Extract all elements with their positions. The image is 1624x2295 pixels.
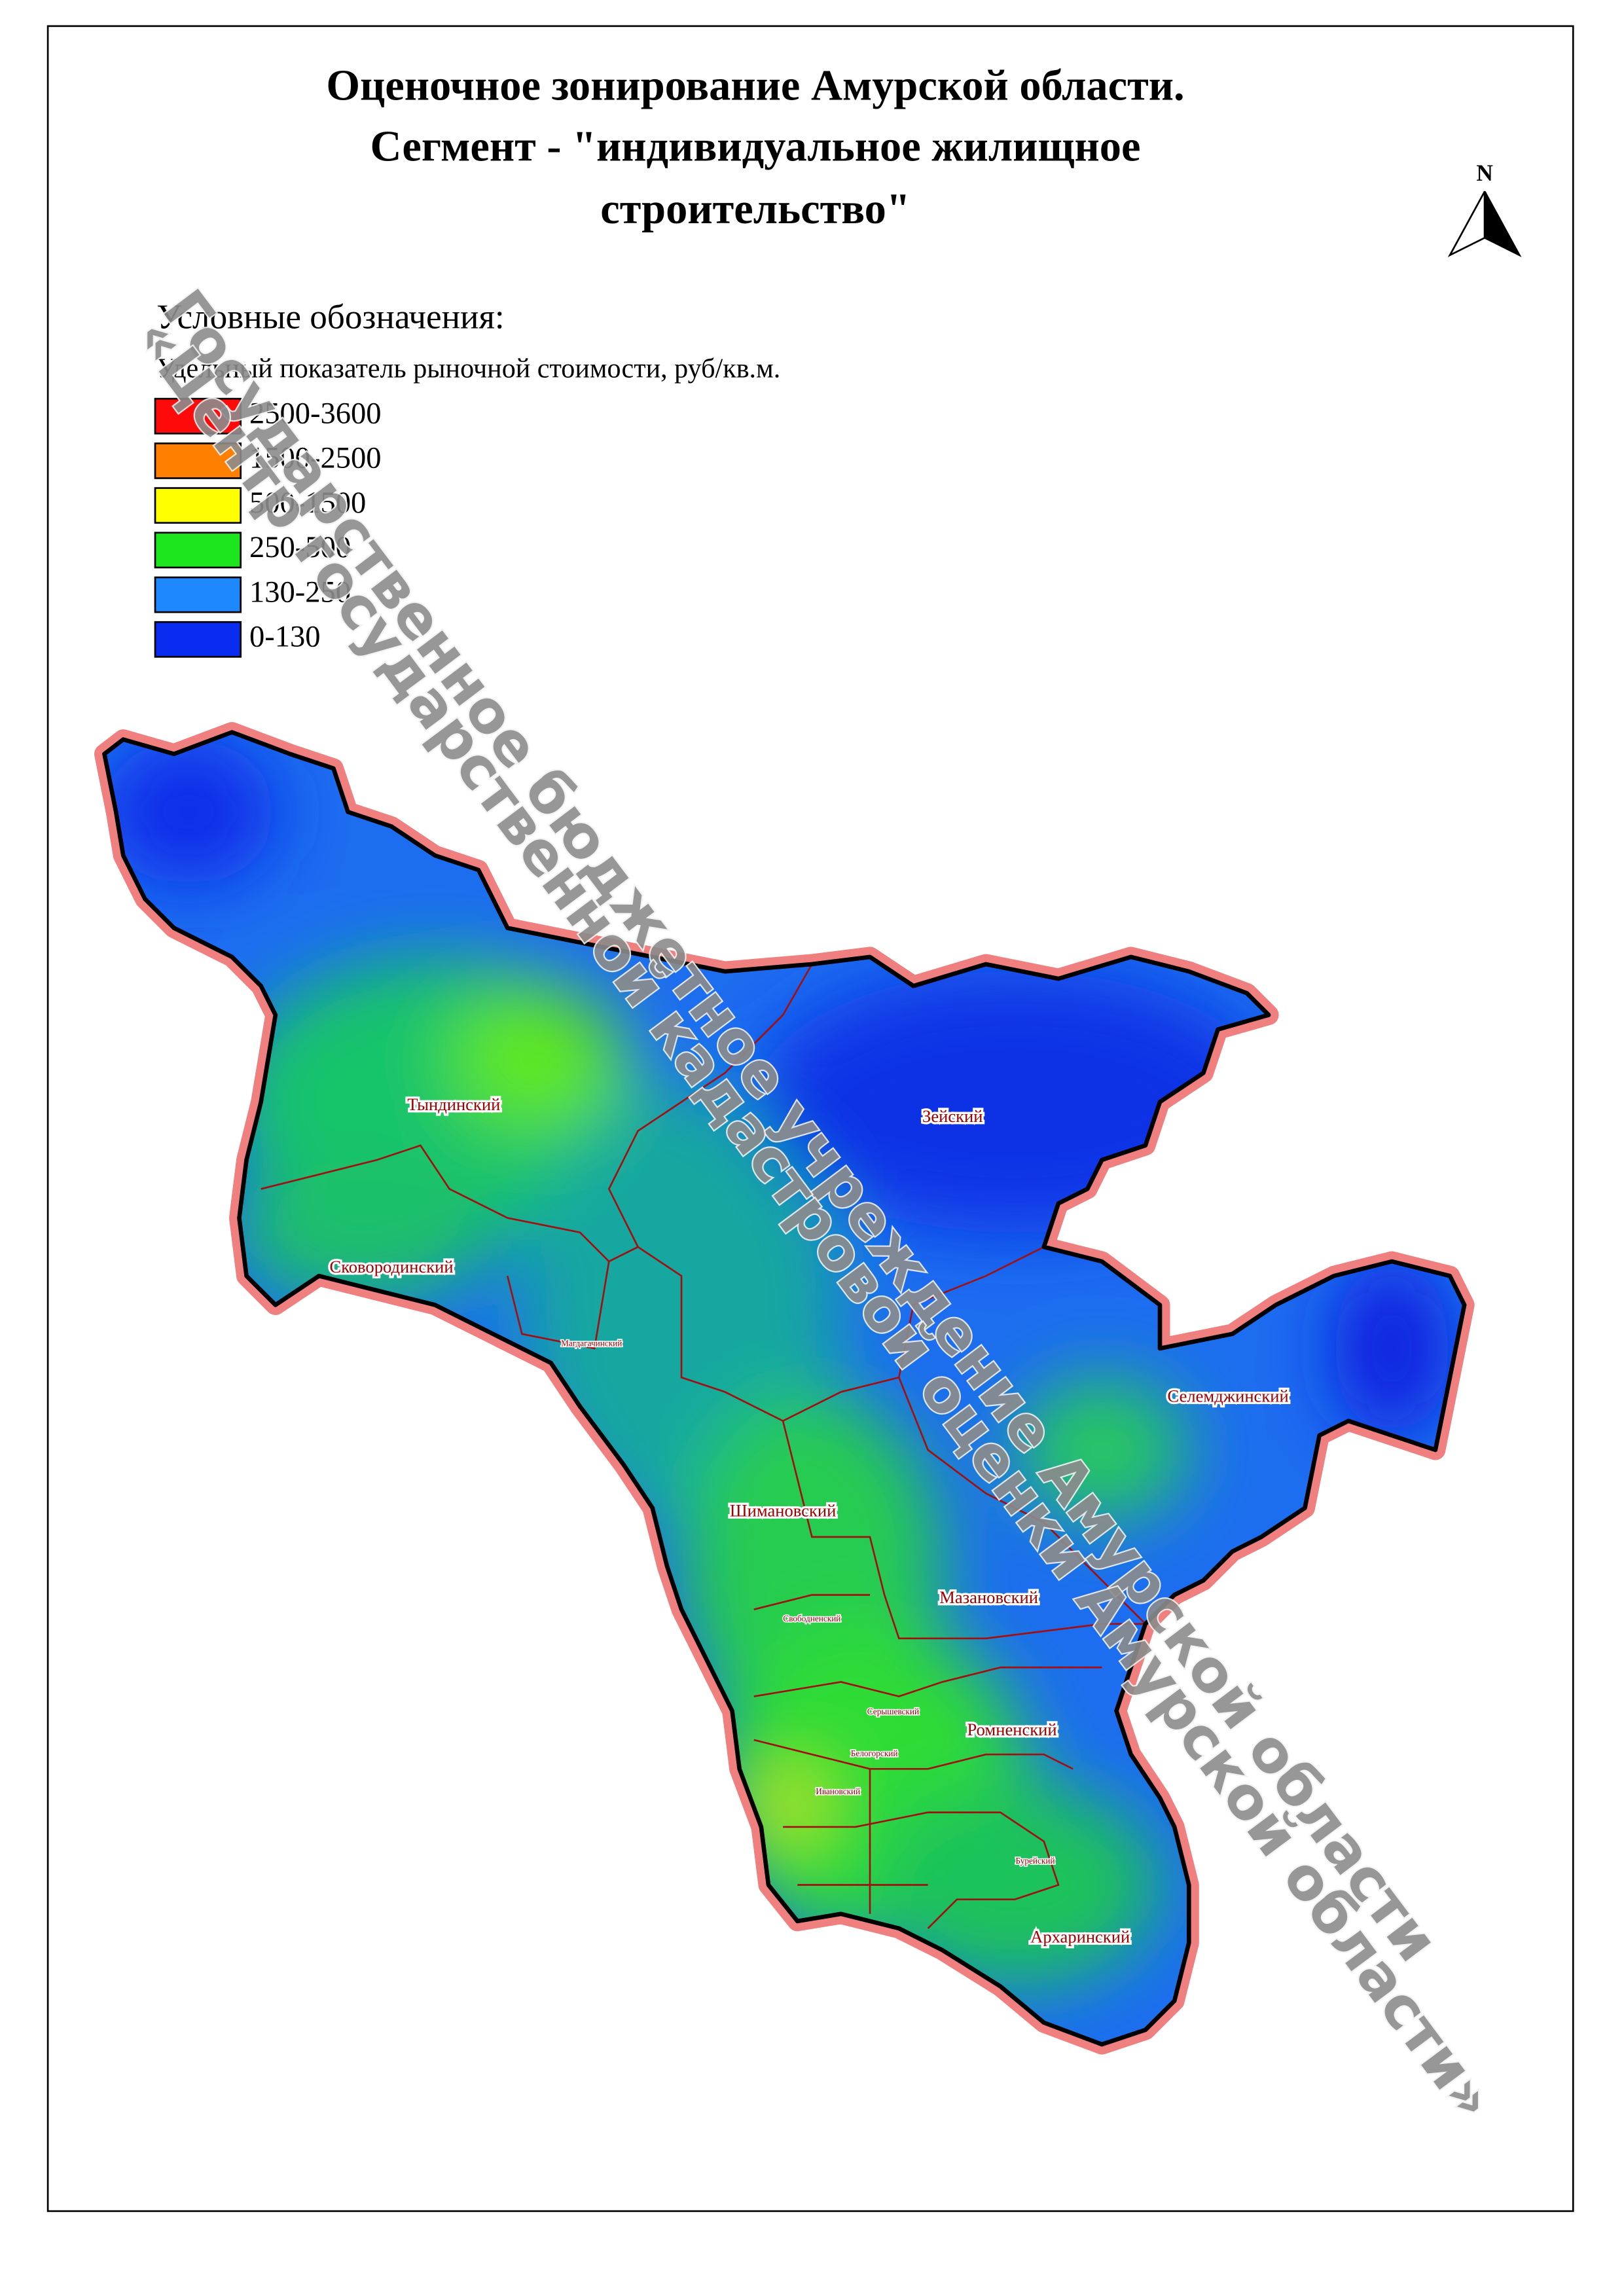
- district-label: Свободненский: [783, 1614, 840, 1623]
- district-label: Ивановский: [816, 1786, 860, 1796]
- district-label: Шимановский: [730, 1500, 836, 1520]
- legend-label: 1500-2500: [249, 442, 381, 475]
- legend-swatch: [154, 576, 242, 613]
- district-label: Серышевский: [867, 1707, 919, 1716]
- title-line: Оценочное зонирование Амурской области.: [326, 62, 1184, 110]
- arrow-half: [1447, 190, 1486, 257]
- title-line: Сегмент - "индивидуальное жилищное: [370, 123, 1141, 171]
- district-label: Белогорский: [851, 1748, 898, 1758]
- legend: Условные обозначения: Удельный показател…: [154, 298, 780, 658]
- district-label: Магдагачинский: [561, 1338, 622, 1348]
- district-label: Селемджинский: [1168, 1386, 1289, 1405]
- district-label: Ромненский: [967, 1720, 1057, 1739]
- legend-subtitle: Удельный показатель рыночной стоимости, …: [156, 354, 780, 384]
- district-label: Зейский: [922, 1106, 983, 1126]
- arrow-half: [1483, 190, 1522, 257]
- page-content: Оценочное зонирование Амурской области. …: [46, 25, 1574, 2213]
- legend-label: 0-130: [249, 620, 321, 653]
- legend-swatch: [154, 397, 242, 435]
- legend-label: 250-500: [249, 531, 351, 564]
- legend-label: 500-1500: [249, 486, 366, 520]
- legend-title: Условные обозначения:: [156, 298, 504, 336]
- district-label: Тындинский: [407, 1094, 500, 1114]
- district-label: Мазановский: [939, 1587, 1038, 1607]
- north-label: N: [1476, 160, 1493, 186]
- district-label: Сковородинский: [330, 1257, 454, 1276]
- title-line: строительство": [600, 185, 911, 233]
- legend-swatch: [154, 487, 242, 524]
- district-label: Бурейский: [1015, 1856, 1055, 1866]
- legend-label: 130-250: [249, 575, 351, 609]
- legend-swatch: [154, 443, 242, 479]
- frame: [46, 25, 1574, 2213]
- north-arrow: N: [1447, 160, 1522, 257]
- legend-label: 2500-3600: [249, 397, 381, 430]
- legend-swatch: [154, 621, 242, 658]
- district-borders: [261, 964, 1146, 1929]
- district-label: Архаринский: [1030, 1927, 1130, 1947]
- district-labels: Тындинский Зейский Сковородинский Магдагачи…: [327, 1093, 1291, 1949]
- legend-swatch: [154, 532, 242, 569]
